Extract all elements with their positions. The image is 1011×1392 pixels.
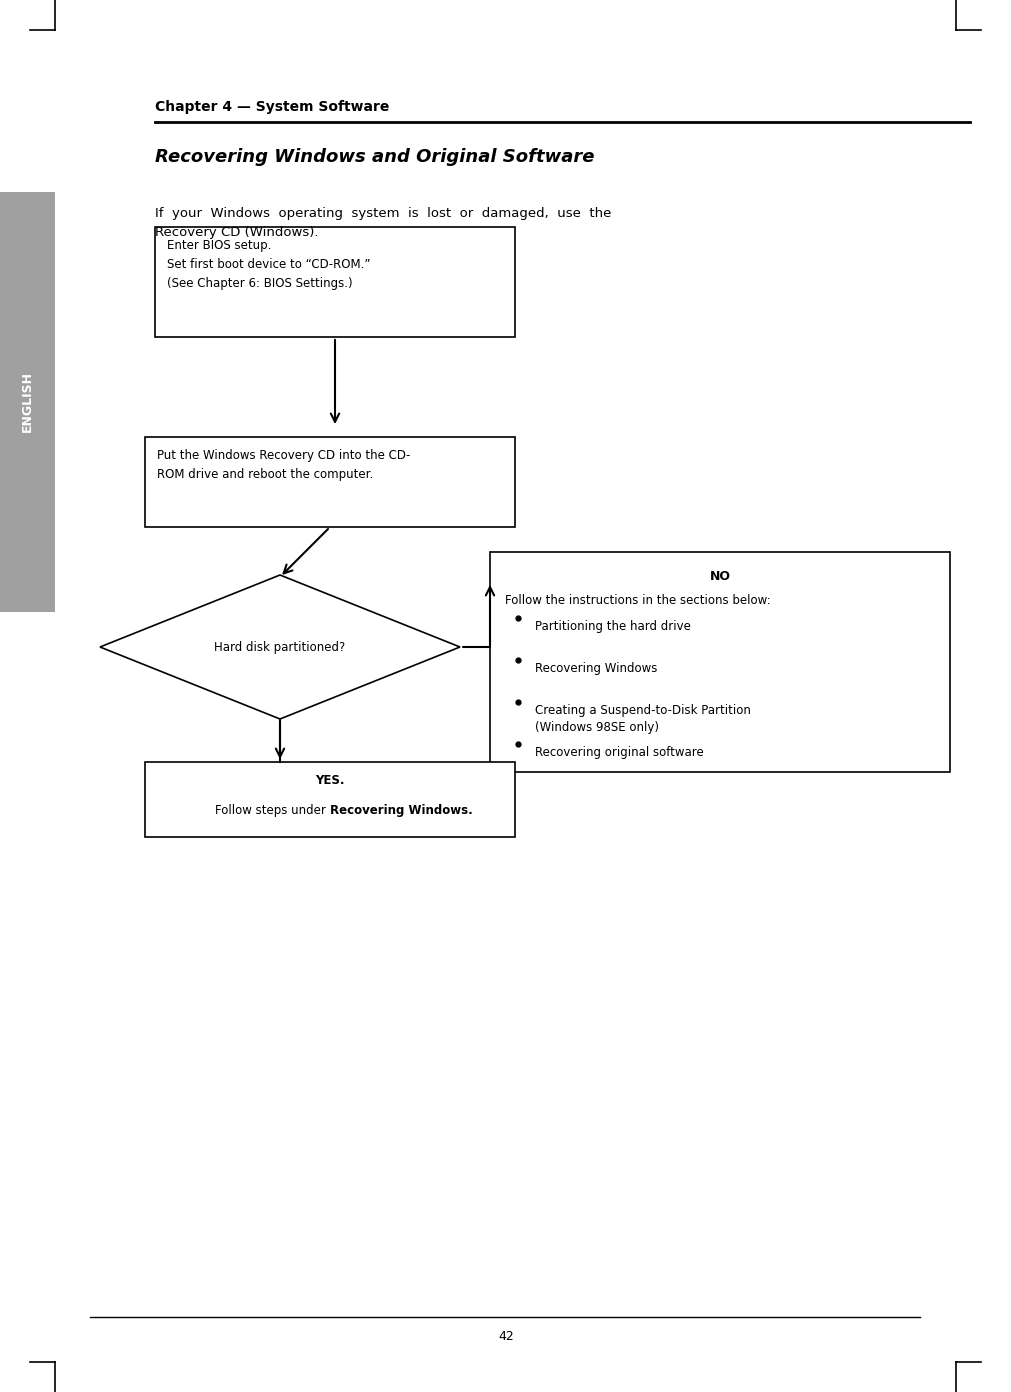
Text: Recovering Windows.: Recovering Windows. [330,805,473,817]
Text: Creating a Suspend-to-Disk Partition
(Windows 98SE only): Creating a Suspend-to-Disk Partition (Wi… [535,704,751,734]
Text: Put the Windows Recovery CD into the CD-
ROM drive and reboot the computer.: Put the Windows Recovery CD into the CD-… [157,450,410,482]
Text: YES.: YES. [315,774,345,786]
Polygon shape [100,575,460,720]
Text: NO: NO [710,569,731,583]
FancyBboxPatch shape [155,227,515,337]
Text: Chapter 4 — System Software: Chapter 4 — System Software [155,100,389,114]
Text: ENGLISH: ENGLISH [21,372,34,433]
Text: Hard disk partitioned?: Hard disk partitioned? [214,640,346,653]
Text: Recovering Windows and Original Software: Recovering Windows and Original Software [155,148,594,166]
Text: If  your  Windows  operating  system  is  lost  or  damaged,  use  the
Recovery : If your Windows operating system is lost… [155,207,612,239]
Text: Follow the instructions in the sections below:: Follow the instructions in the sections … [506,594,770,607]
FancyBboxPatch shape [490,553,950,773]
Text: 42: 42 [498,1331,514,1343]
Text: Follow steps under: Follow steps under [215,805,330,817]
Text: Enter BIOS setup.
Set first boot device to “CD-ROM.”
(See Chapter 6: BIOS Settin: Enter BIOS setup. Set first boot device … [167,239,370,290]
Text: Recovering original software: Recovering original software [535,746,704,759]
Text: Partitioning the hard drive: Partitioning the hard drive [535,619,691,633]
FancyBboxPatch shape [0,192,55,612]
FancyBboxPatch shape [145,761,515,837]
Text: Recovering Windows: Recovering Windows [535,663,657,675]
FancyBboxPatch shape [145,437,515,528]
